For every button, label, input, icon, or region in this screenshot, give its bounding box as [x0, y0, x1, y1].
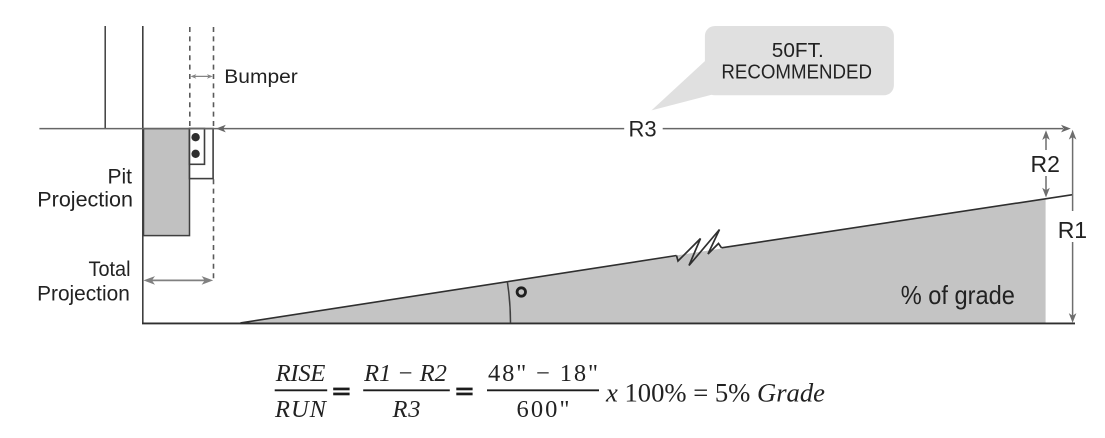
- svg-text:RISE: RISE: [275, 360, 326, 387]
- svg-text:x 100% = 5% Grade: x 100% = 5% Grade: [605, 377, 825, 407]
- svg-text:50FT.: 50FT.: [772, 40, 824, 62]
- svg-text:R1 − R2: R1 − R2: [363, 360, 447, 387]
- svg-text:RECOMMENDED: RECOMMENDED: [721, 62, 872, 84]
- svg-text:R3: R3: [629, 117, 657, 142]
- svg-text:Projection: Projection: [37, 189, 133, 212]
- svg-text:R3: R3: [392, 396, 421, 423]
- svg-text:% of grade: % of grade: [901, 280, 1015, 310]
- svg-text:48" − 18": 48" − 18": [488, 360, 598, 387]
- svg-text:Projection: Projection: [37, 282, 130, 305]
- svg-text:Total: Total: [89, 258, 131, 281]
- svg-text:Bumper: Bumper: [224, 67, 298, 88]
- svg-text:R2: R2: [1030, 151, 1059, 177]
- svg-text:RUN: RUN: [274, 396, 328, 423]
- svg-text:R1: R1: [1058, 217, 1087, 243]
- svg-text:Pit: Pit: [107, 165, 132, 188]
- svg-text:600": 600": [517, 396, 570, 423]
